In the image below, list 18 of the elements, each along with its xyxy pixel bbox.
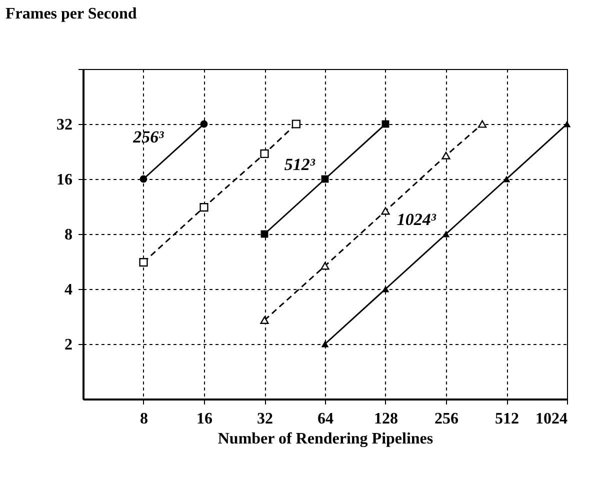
x-tick-label: 32 (257, 410, 273, 428)
series-label: 256³ (132, 128, 165, 146)
series-label: 1024³ (396, 210, 437, 229)
x-tick-label: 128 (374, 410, 398, 428)
x-tick-label: 16 (196, 410, 212, 428)
x-tick-label: 512 (495, 410, 519, 428)
x-tick-label: 64 (318, 410, 334, 428)
x-tick-label: 1024 (536, 410, 568, 428)
y-tick-label: 2 (64, 336, 72, 354)
y-tick-label: 32 (56, 116, 72, 134)
x-tick-label: 8 (140, 410, 148, 428)
y-axis-title: Frames per Second (6, 6, 137, 22)
series-label: 512³ (284, 155, 316, 174)
y-tick-label: 4 (64, 282, 72, 298)
x-axis-title: Number of Rendering Pipelines (218, 430, 434, 448)
y-tick-label: 16 (56, 172, 72, 188)
x-tick-label: 256 (434, 410, 458, 428)
y-tick-label: 8 (64, 226, 72, 244)
